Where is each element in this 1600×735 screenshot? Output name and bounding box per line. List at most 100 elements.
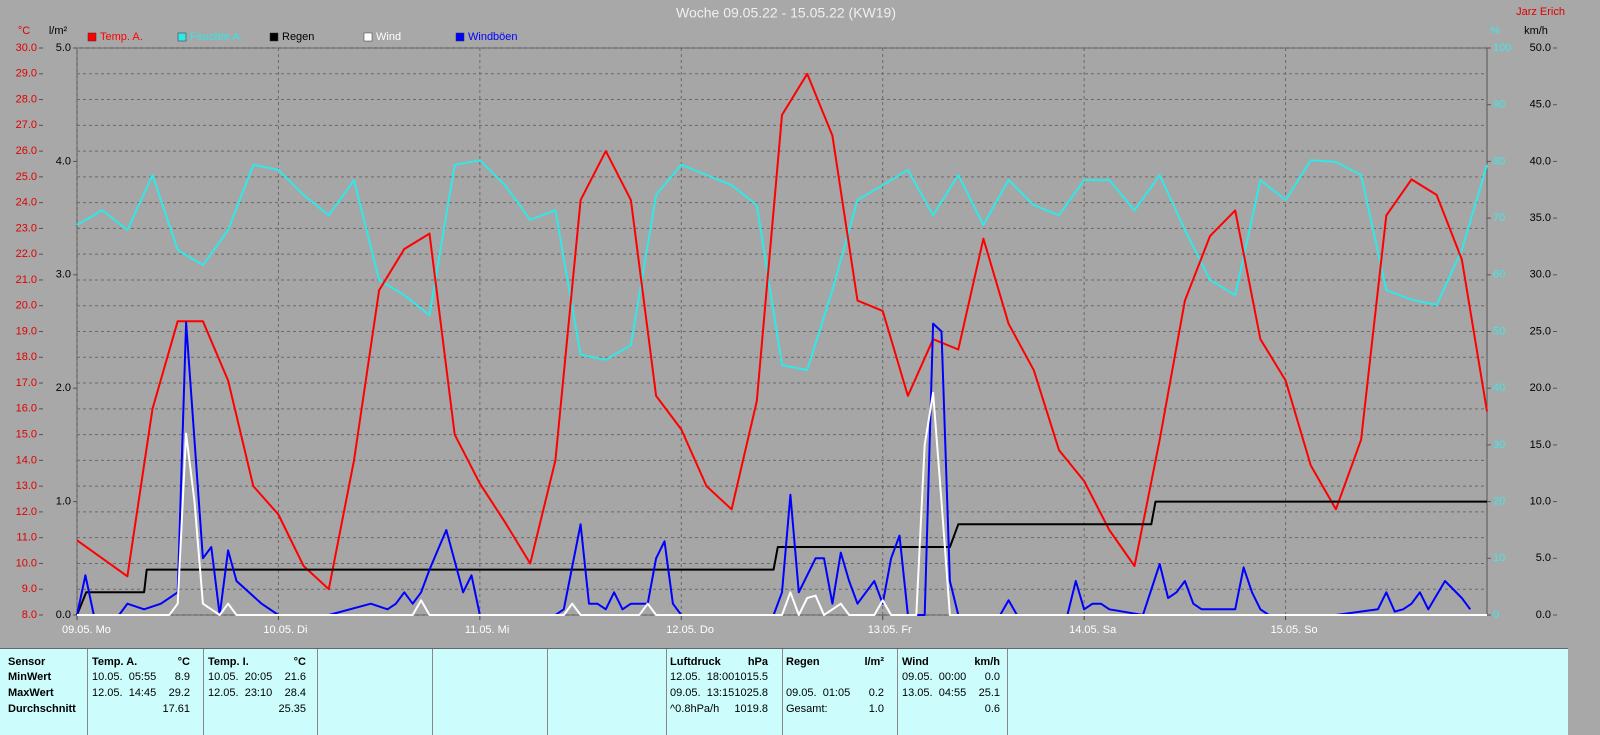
legend-label: Wind [376, 31, 401, 43]
chart: Woche 09.05.22 - 15.05.22 (KW19) Jarz Er… [16, 5, 1565, 636]
stats-cell: 13.05. 04:55 [902, 687, 967, 699]
y-tick-label: 11.0 [16, 532, 37, 544]
separator [782, 649, 783, 735]
separator [203, 649, 204, 735]
y2-tick-label: 1.0 [56, 496, 71, 508]
x-tick-label: 12.05. Do [666, 624, 714, 636]
y-tick-label: 10.0 [16, 557, 37, 569]
y-tick-label: 13.0 [16, 480, 37, 492]
stats-panel: Sensor MinWert MaxWert Durchschnitt Temp. A.… [0, 648, 1568, 735]
y4-tick-label: 0.0 [1536, 609, 1551, 621]
series-line [77, 391, 1487, 616]
legend-swatch [363, 32, 373, 42]
y-tick-label: 26.0 [16, 145, 37, 157]
y-tick-label: 23.0 [16, 222, 37, 234]
y4-tick-label: 40.0 [1530, 155, 1551, 167]
stats-cell: 0.6 [984, 703, 1000, 715]
legend-swatch [455, 32, 465, 42]
x-tick-label: 11.05. Mi [465, 624, 509, 636]
stats-cell: 29.2 [168, 687, 190, 699]
separator [432, 649, 433, 735]
separator [317, 649, 318, 735]
stats-cell: °C [177, 656, 190, 668]
y-tick-label: 15.0 [16, 428, 37, 440]
y2-tick-label: 4.0 [56, 155, 71, 167]
y2-unit: l/m² [49, 25, 68, 37]
author: Jarz Erich [1516, 6, 1565, 18]
series-line [76, 72, 1488, 591]
y-tick-label: 12.0 [16, 506, 37, 518]
y-tick-label: 22.0 [16, 248, 37, 260]
y4-tick-label: 15.0 [1530, 439, 1551, 451]
stats-cell: 1.0 [868, 703, 884, 715]
chart-title: Woche 09.05.22 - 15.05.22 (KW19) [676, 5, 896, 21]
legend-label: Windböen [468, 31, 518, 43]
stats-cell: Wind [902, 656, 929, 668]
separator [897, 649, 898, 735]
y2-tick-label: 2.0 [56, 382, 71, 394]
stats-cell: 10.05. 20:05 [208, 671, 273, 683]
separator [87, 649, 88, 735]
series-line [76, 500, 1487, 616]
y-tick-label: 17.0 [16, 377, 37, 389]
y-tick-label: 20.0 [16, 300, 37, 312]
separator [1007, 649, 1008, 735]
y3-tick-label: 20 [1493, 496, 1505, 508]
x-tick-label: 14.05. Sa [1069, 624, 1117, 636]
x-tick-label: 13.05. Fr [868, 624, 912, 636]
legend-label: Feuchte A. [190, 31, 243, 43]
y2-tick-label: 3.0 [56, 269, 71, 281]
stats-cell: 12.05. 23:10 [208, 687, 273, 699]
y2-tick-label: 0.0 [56, 609, 71, 621]
y3-tick-label: 70 [1493, 212, 1505, 224]
stats-cell: MaxWert [8, 687, 54, 699]
separator [547, 649, 548, 735]
y-tick-label: 27.0 [16, 119, 37, 131]
stats-cell: 09.05. 13:15 [670, 687, 735, 699]
y3-unit: % [1490, 25, 1500, 37]
y-tick-label: 8.0 [22, 609, 37, 621]
y-tick-label: 21.0 [16, 274, 37, 286]
y4-tick-label: 45.0 [1530, 99, 1551, 111]
y-tick-label: 18.0 [16, 351, 37, 363]
x-tick-label: 15.05. So [1271, 624, 1318, 636]
stats-cell: 8.9 [174, 671, 190, 683]
x-tick-label: 10.05. Di [263, 624, 307, 636]
stats-cell: 0.2 [868, 687, 884, 699]
stats-cell: °C [293, 656, 306, 668]
stats-cell: l/m² [864, 656, 884, 668]
y-tick-label: 14.0 [16, 454, 37, 466]
y-unit: °C [18, 25, 30, 37]
stats-cell: ^0.8hPa/h [670, 703, 720, 715]
y-tick-label: 28.0 [16, 93, 37, 105]
y4-tick-label: 10.0 [1530, 496, 1551, 508]
stats-cell: 1025.8 [734, 687, 768, 699]
stats-cell: 12.05. 14:45 [92, 687, 157, 699]
legend-swatch [177, 32, 187, 42]
y3-tick-label: 100 [1493, 42, 1511, 54]
y4-unit: km/h [1524, 25, 1548, 37]
y4-tick-label: 30.0 [1530, 269, 1551, 281]
stats-cell: 25.1 [978, 687, 1000, 699]
stats-cell: Durchschnitt [8, 703, 76, 715]
stats-cell: hPa [747, 656, 768, 668]
stats-cell: 1019.8 [734, 703, 768, 715]
stats-cell: Gesamt: [786, 703, 828, 715]
stats-cell: Sensor [8, 656, 46, 668]
legend-label: Temp. A. [100, 31, 143, 43]
stats-cell: 1015.5 [734, 671, 768, 683]
stats-cell: 0.0 [984, 671, 1000, 683]
y-tick-label: 25.0 [16, 171, 37, 183]
y-tick-label: 9.0 [22, 583, 37, 595]
y-tick-label: 30.0 [16, 42, 37, 54]
stats-cell: 09.05. 00:00 [902, 671, 967, 683]
legend-label: Regen [282, 31, 314, 43]
x-tick-label: 09.05. Mo [62, 624, 111, 636]
y3-tick-label: 50 [1493, 325, 1505, 337]
y-tick-label: 29.0 [16, 68, 37, 80]
y4-tick-label: 25.0 [1530, 325, 1551, 337]
stats-cell: 21.6 [284, 671, 306, 683]
stats-cell: km/h [974, 656, 1000, 668]
stats-cell: Luftdruck [670, 656, 721, 668]
